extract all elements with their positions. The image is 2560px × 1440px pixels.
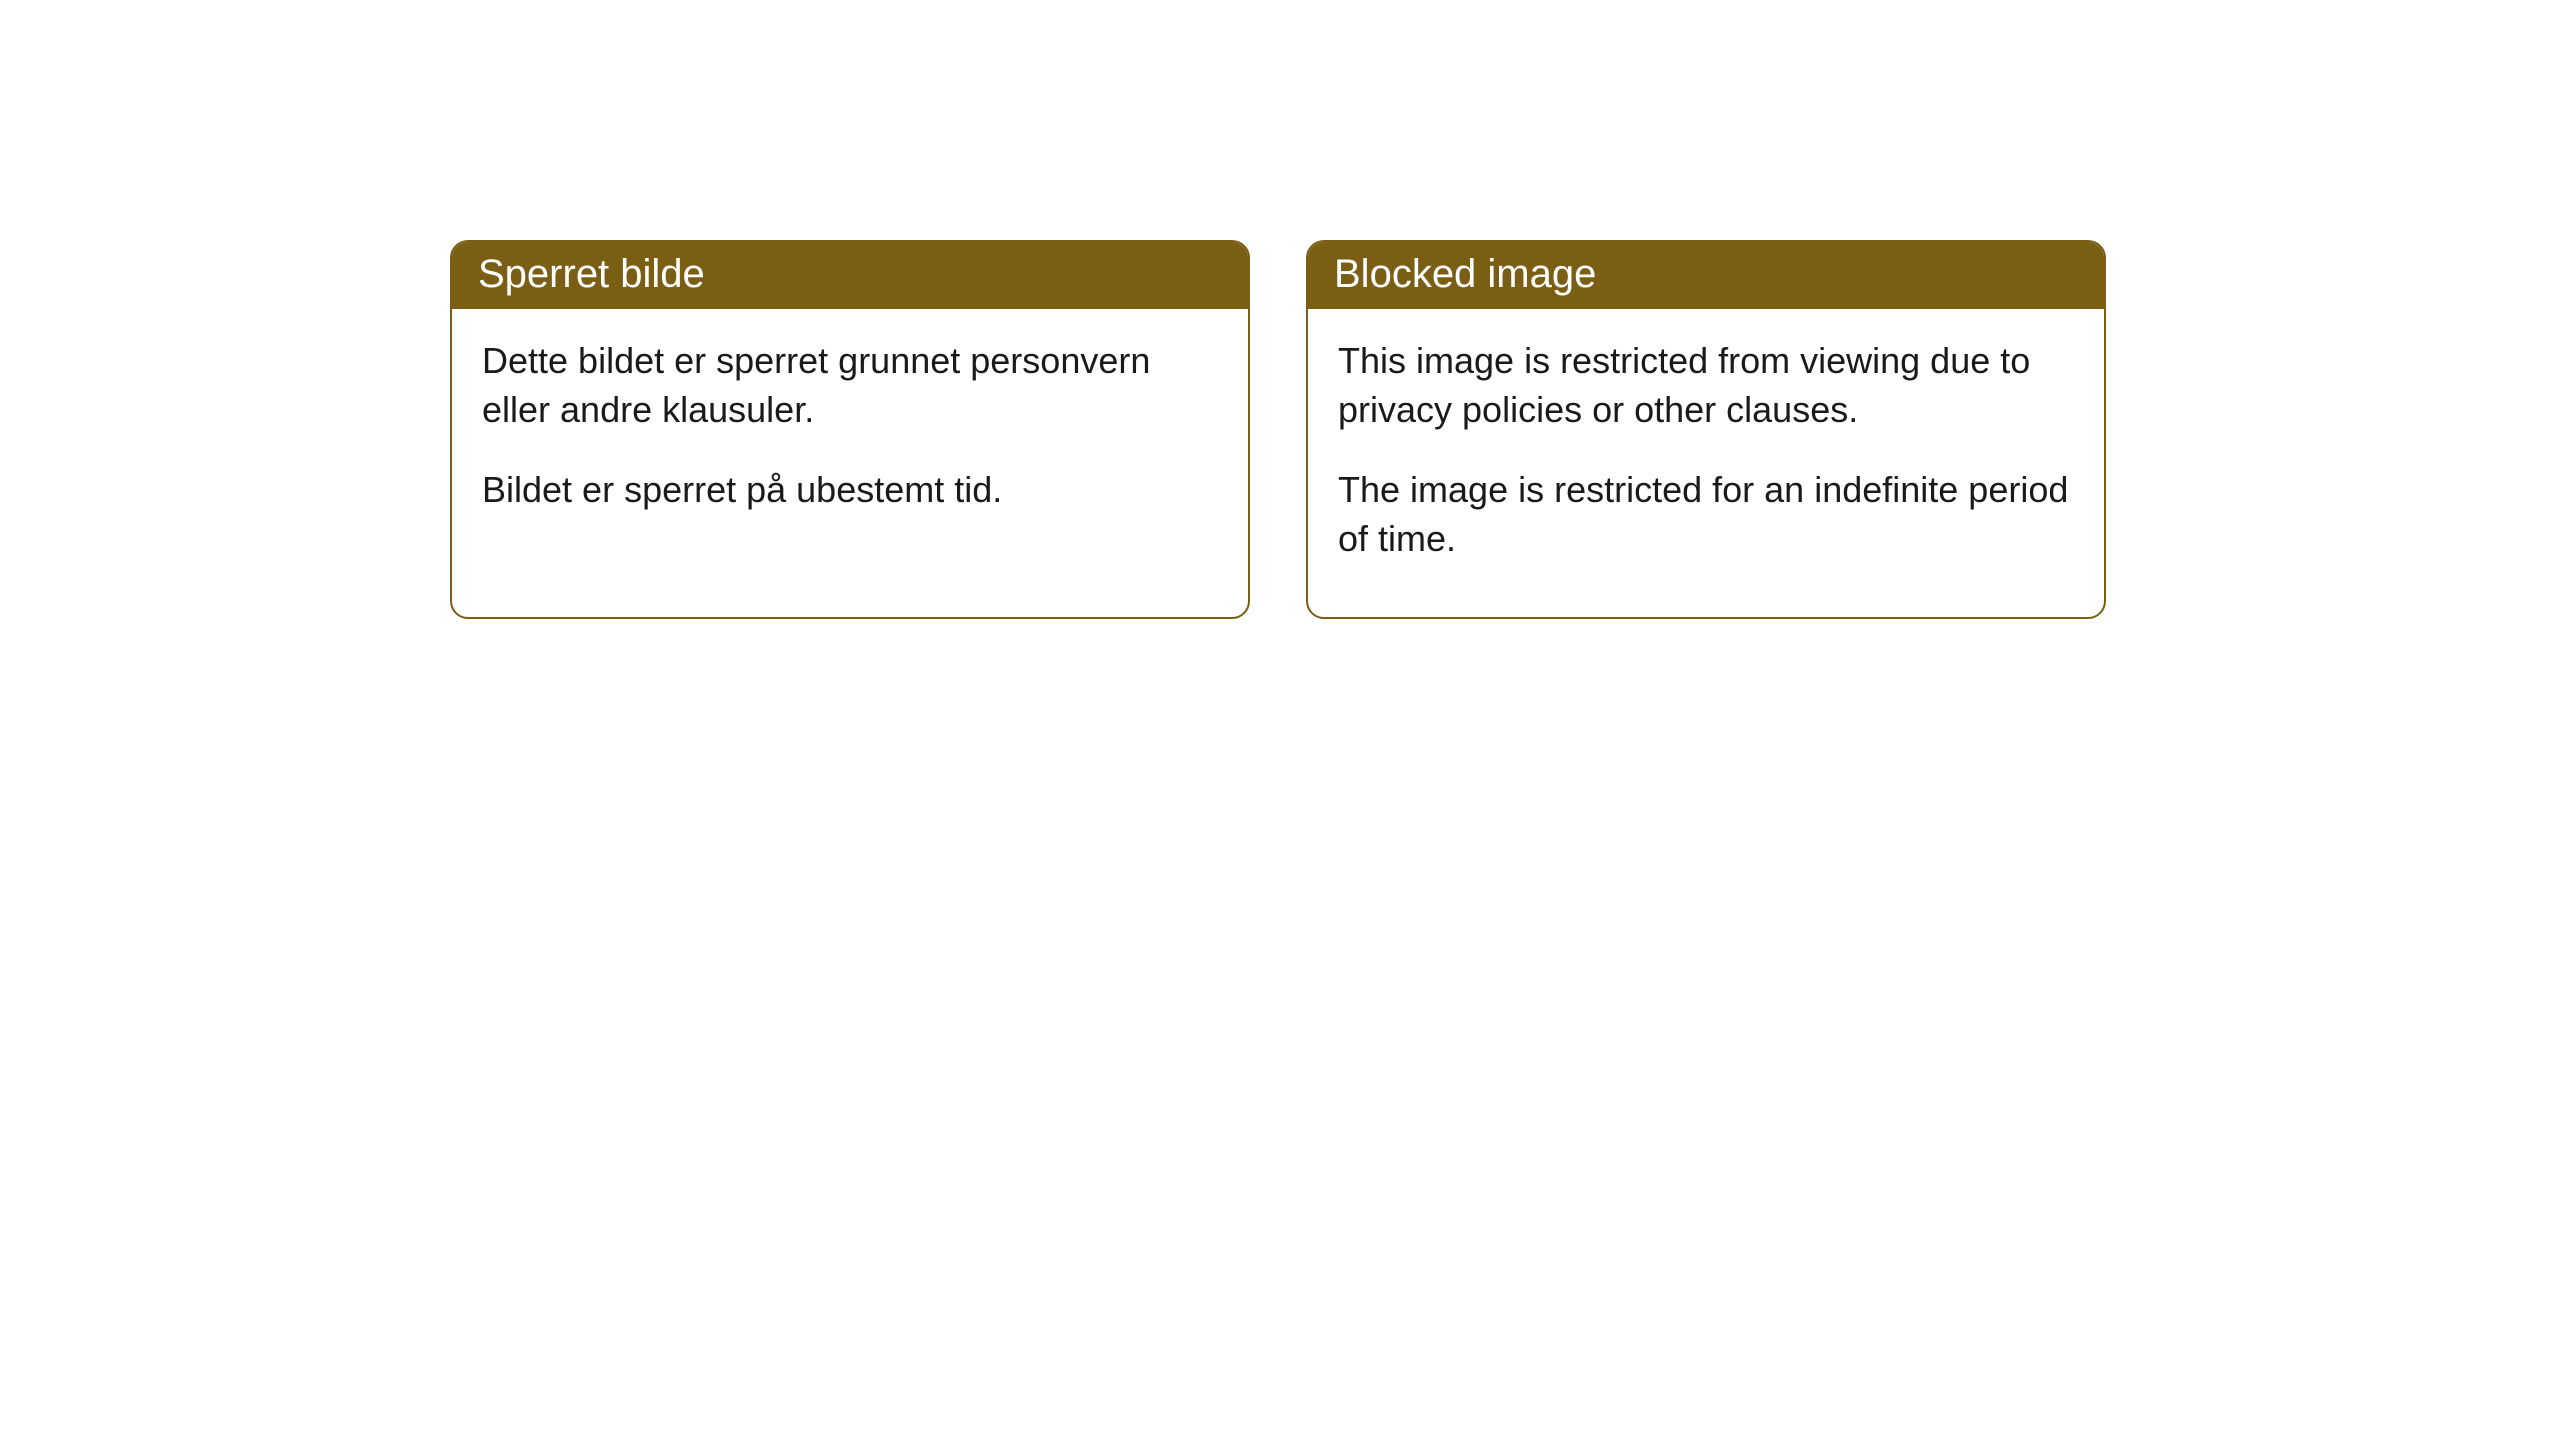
card-paragraph: Dette bildet er sperret grunnet personve… xyxy=(482,337,1218,434)
card-body: This image is restricted from viewing du… xyxy=(1308,309,2104,617)
card-container: Sperret bilde Dette bildet er sperret gr… xyxy=(450,240,2560,619)
card-paragraph: This image is restricted from viewing du… xyxy=(1338,337,2074,434)
card-paragraph: The image is restricted for an indefinit… xyxy=(1338,466,2074,563)
card-header: Sperret bilde xyxy=(452,242,1248,309)
blocked-image-card-english: Blocked image This image is restricted f… xyxy=(1306,240,2106,619)
card-body: Dette bildet er sperret grunnet personve… xyxy=(452,309,1248,569)
card-header: Blocked image xyxy=(1308,242,2104,309)
blocked-image-card-norwegian: Sperret bilde Dette bildet er sperret gr… xyxy=(450,240,1250,619)
card-paragraph: Bildet er sperret på ubestemt tid. xyxy=(482,466,1218,515)
